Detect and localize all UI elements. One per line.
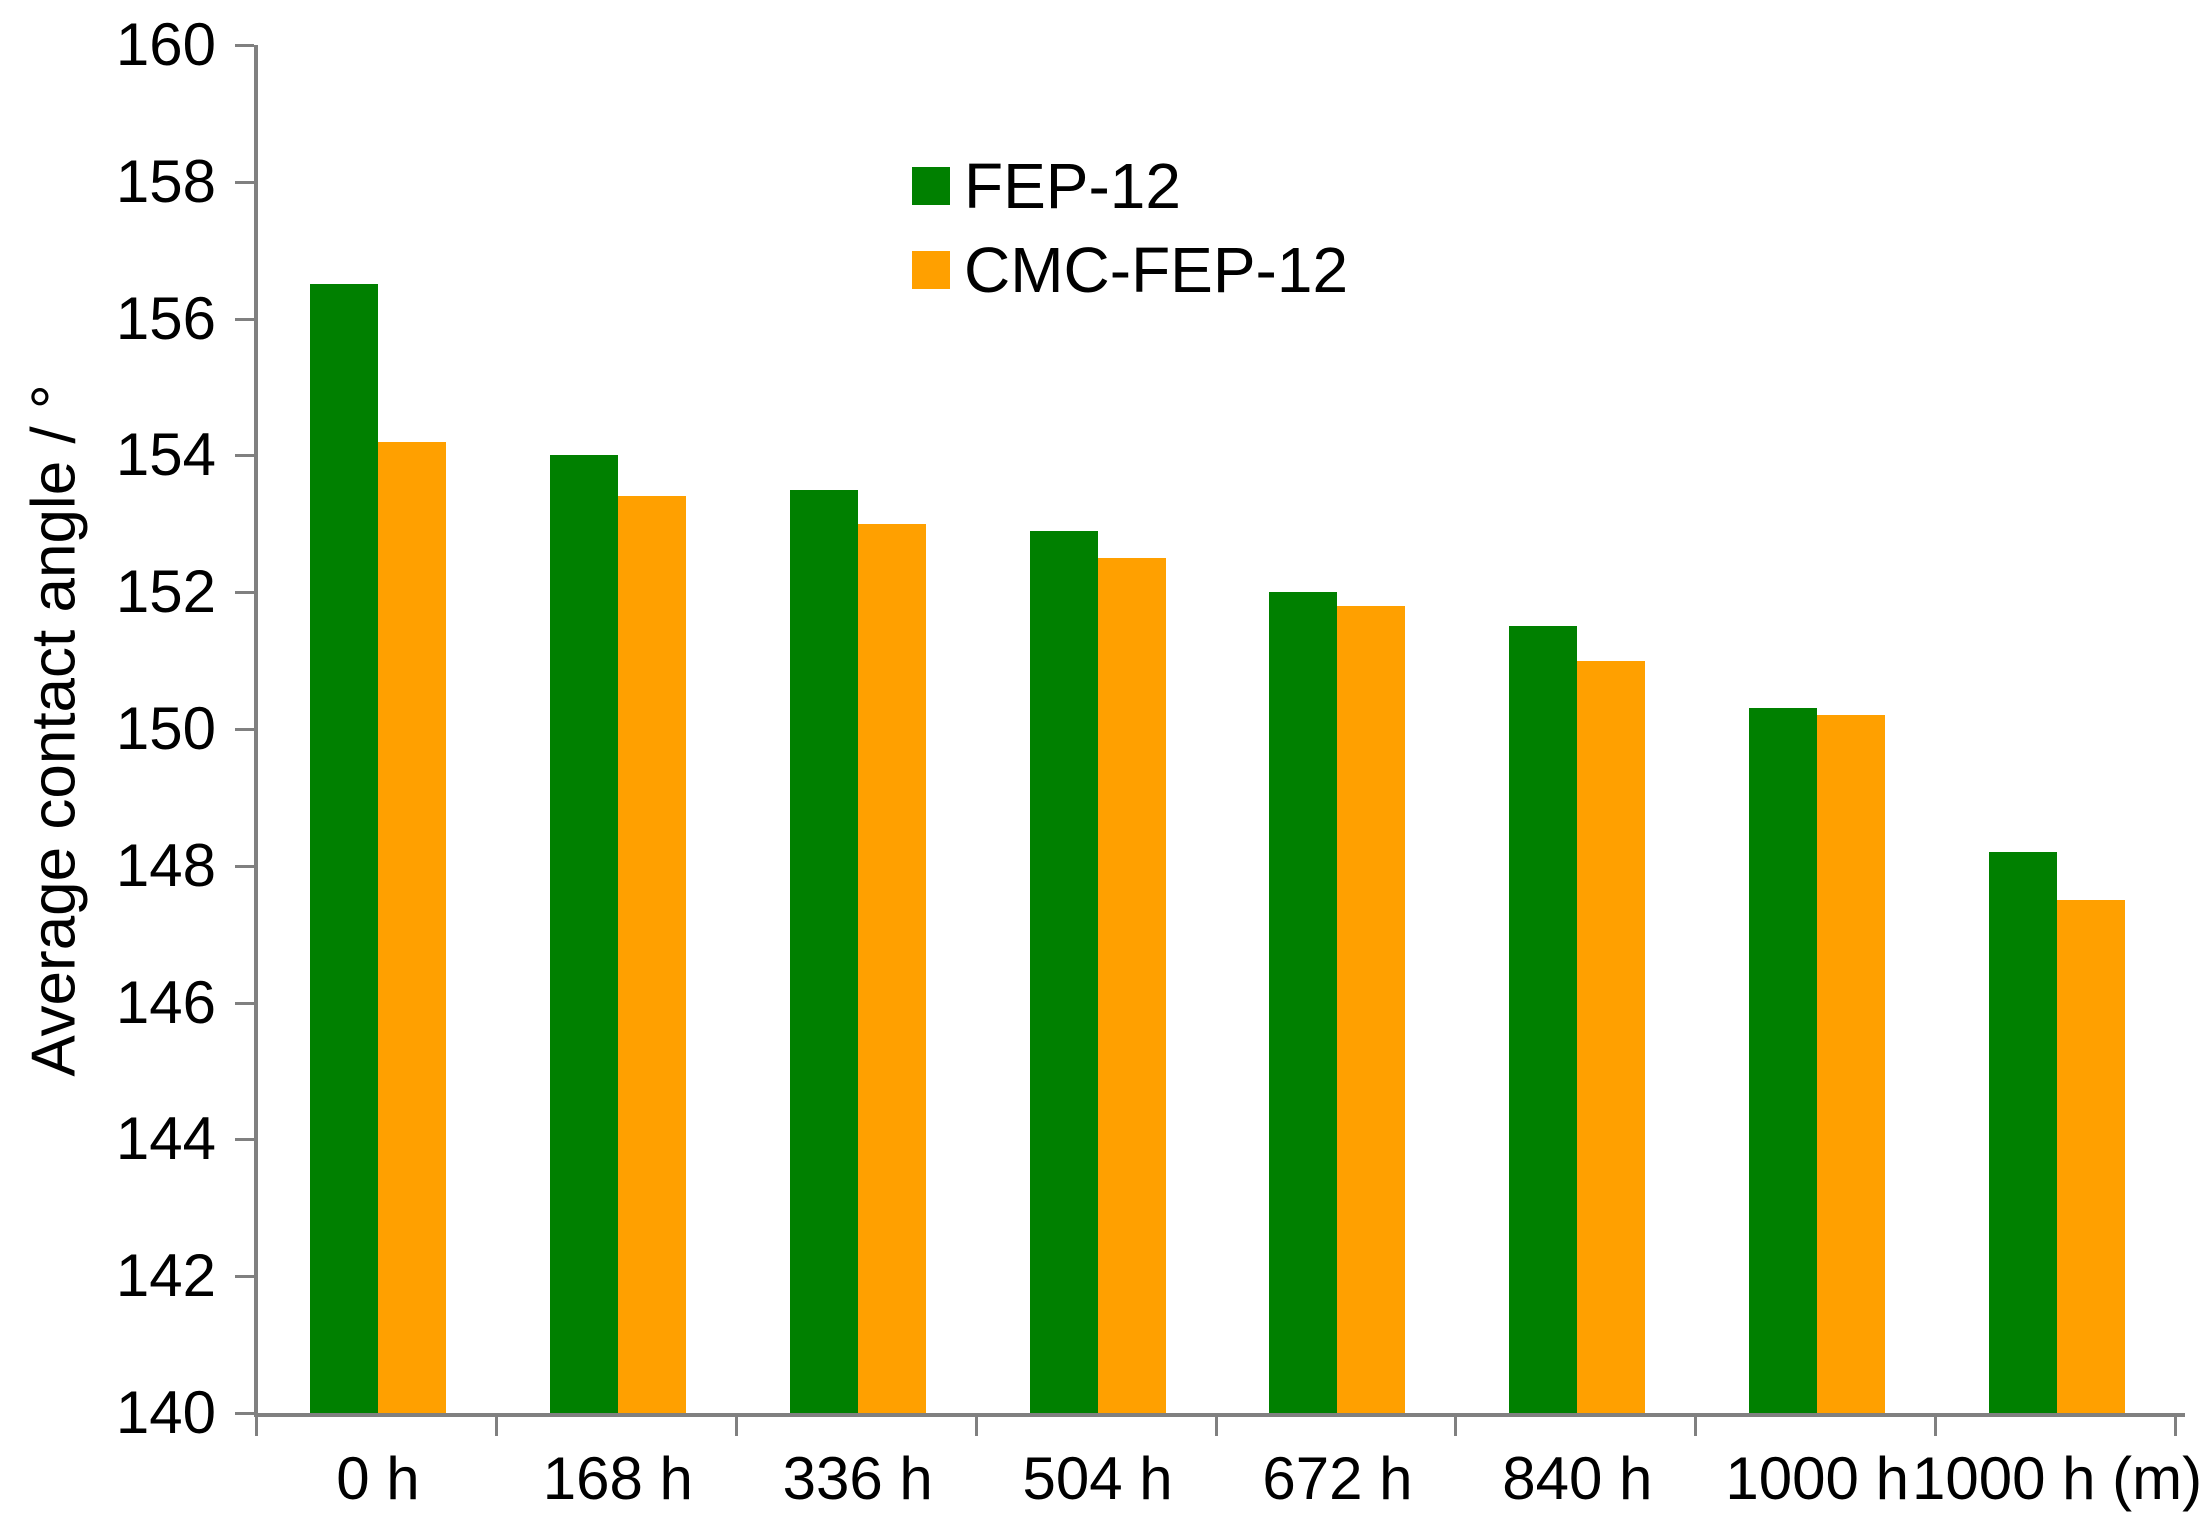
legend-item: FEP-12 [912,148,1348,224]
x-tick-mark [1694,1417,1698,1436]
bar-fep-12-1000-h [1749,708,1818,1413]
y-tick-mark [235,180,254,184]
x-tick-mark [1454,1417,1458,1436]
y-tick-label: 158 [115,147,216,215]
x-tick-mark [494,1417,498,1436]
bar-cmc-fep-12-1000-h-m- [2057,900,2126,1413]
y-tick-label: 140 [115,1379,216,1446]
bar-cmc-fep-12-1000-h [1817,715,1886,1413]
legend-label: CMC-FEP-12 [964,234,1349,306]
y-tick-label: 156 [115,284,216,352]
bar-fep-12-1000-h-m- [1989,852,2058,1413]
y-tick-label: 148 [115,831,216,899]
y-tick-label: 160 [115,11,216,78]
bar-fep-12-168-h [549,455,618,1413]
bar-fep-12-504-h [1029,530,1098,1413]
legend-swatch-icon [912,251,950,289]
x-category-label: 840 h [1502,1445,1653,1512]
legend: FEP-12 CMC-FEP-12 [912,148,1348,316]
x-tick-mark [1934,1417,1938,1436]
x-category-label: 336 h [782,1445,933,1512]
x-category-label: 672 h [1262,1445,1413,1512]
y-tick-mark [235,1138,254,1142]
x-category-label: 1000 h [1725,1445,1909,1512]
legend-label: FEP-12 [964,150,1181,222]
y-axis-line [254,45,258,1413]
y-tick-mark [235,454,254,458]
x-category-label: 0 h [336,1445,420,1512]
y-tick-mark [235,1275,254,1279]
y-tick-label: 146 [115,968,216,1036]
bar-cmc-fep-12-840-h [1577,660,1646,1413]
y-tick-label: 150 [115,695,216,762]
y-tick-mark [235,864,254,868]
x-tick-mark [974,1417,978,1436]
bar-cmc-fep-12-0-h [377,441,446,1413]
y-tick-label: 142 [115,1242,216,1310]
y-tick-mark [235,1412,254,1415]
x-axis-line [254,1413,2185,1417]
x-tick-mark [2174,1417,2177,1436]
bar-fep-12-672-h [1269,592,1338,1413]
bar-cmc-fep-12-336-h [857,523,926,1413]
y-tick-mark [235,591,254,595]
y-tick-label: 144 [115,1105,216,1173]
x-tick-mark [255,1417,258,1436]
legend-item: CMC-FEP-12 [912,232,1348,308]
bar-cmc-fep-12-504-h [1097,558,1166,1413]
y-tick-label: 154 [115,421,216,489]
y-tick-mark [235,44,254,47]
x-tick-mark [1214,1417,1218,1436]
x-tick-mark [734,1417,738,1436]
x-category-label: 1000 h (m) [1911,1445,2203,1512]
y-tick-mark [235,728,254,731]
bar-fep-12-336-h [789,489,858,1413]
bar-cmc-fep-12-168-h [617,496,686,1413]
x-category-label: 168 h [542,1445,693,1512]
y-tick-mark [235,1001,254,1005]
y-tick-label: 152 [115,558,216,626]
y-tick-mark [235,317,254,321]
bar-fep-12-0-h [309,284,378,1413]
bar-fep-12-840-h [1509,626,1578,1413]
bar-cmc-fep-12-672-h [1337,605,1406,1413]
legend-swatch-icon [912,167,950,205]
x-category-label: 504 h [1022,1445,1173,1512]
